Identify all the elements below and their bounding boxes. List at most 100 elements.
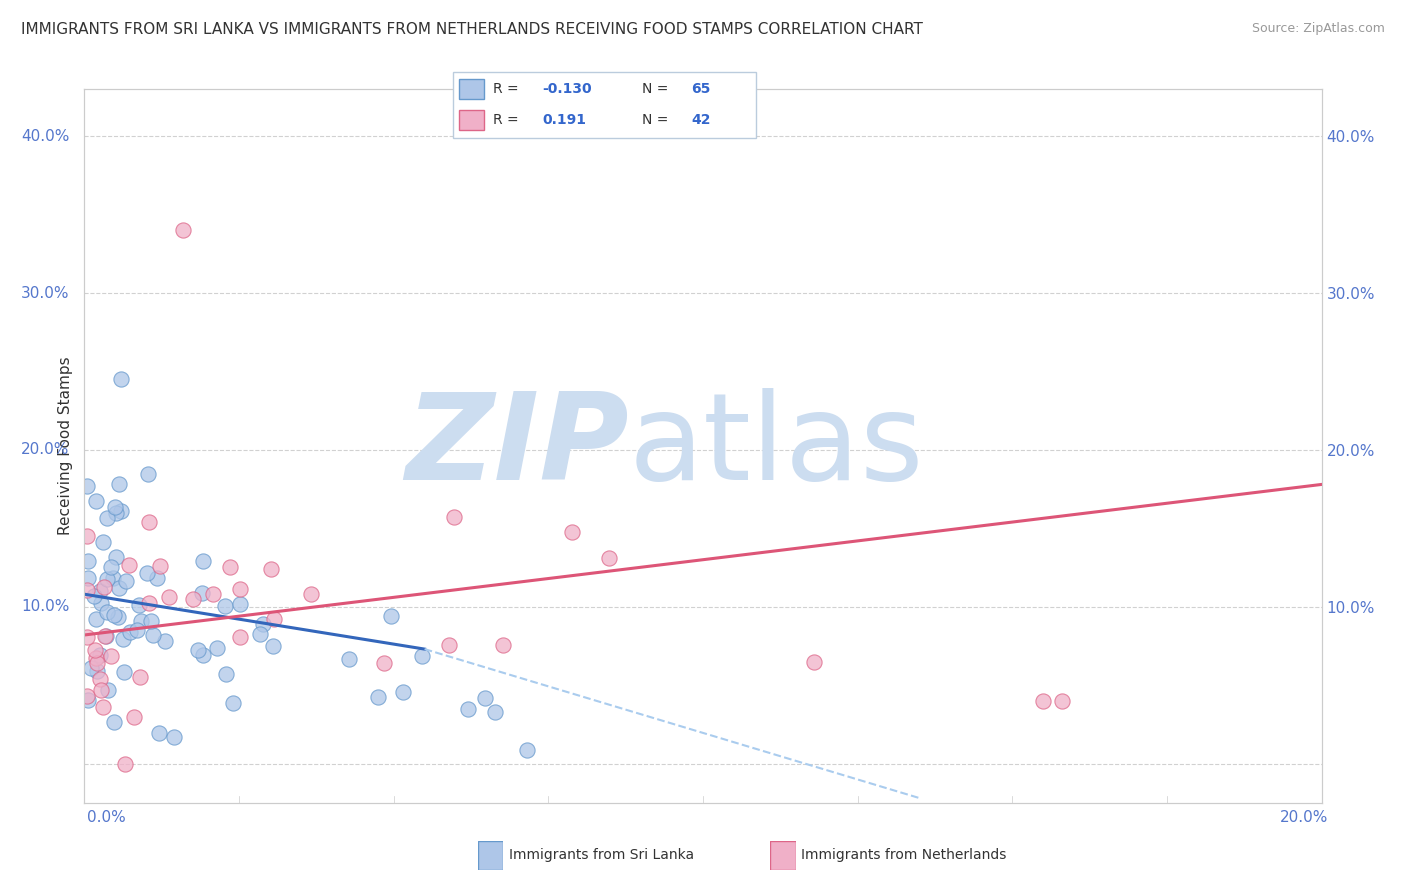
Text: N =: N = — [641, 113, 672, 128]
Point — [107, 610, 129, 624]
Point — [89, 648, 111, 662]
Point — [91, 700, 114, 714]
Point — [191, 648, 214, 662]
Point — [101, 571, 124, 585]
Point — [122, 709, 145, 723]
Text: 40.0%: 40.0% — [21, 128, 69, 144]
Text: 0.191: 0.191 — [543, 113, 586, 128]
Point — [153, 634, 176, 648]
Point — [187, 643, 209, 657]
Point — [91, 535, 114, 549]
Point — [128, 598, 150, 612]
Point — [337, 652, 360, 666]
Point — [598, 551, 620, 566]
Point — [373, 656, 395, 670]
Text: Immigrants from Sri Lanka: Immigrants from Sri Lanka — [509, 847, 695, 862]
Point — [93, 580, 115, 594]
Point — [437, 639, 460, 653]
Text: 65: 65 — [692, 82, 710, 96]
Text: Immigrants from Netherlands: Immigrants from Netherlands — [801, 847, 1007, 862]
Point — [516, 743, 538, 757]
Point — [127, 623, 149, 637]
Point — [561, 525, 583, 540]
FancyBboxPatch shape — [460, 79, 484, 99]
Point — [89, 583, 111, 598]
FancyBboxPatch shape — [453, 72, 756, 137]
Point — [76, 690, 98, 704]
Point — [1032, 694, 1054, 708]
Point — [202, 587, 225, 601]
Point — [367, 690, 389, 704]
Text: -0.130: -0.130 — [543, 82, 592, 96]
Point — [84, 494, 107, 508]
Point — [104, 500, 127, 514]
Point — [110, 504, 132, 518]
Point — [84, 651, 107, 665]
Point — [263, 612, 285, 626]
Point — [77, 692, 100, 706]
Point — [111, 632, 134, 646]
Point — [84, 612, 107, 626]
Point — [103, 607, 125, 622]
Point — [136, 467, 159, 482]
Point — [76, 478, 98, 492]
Point — [100, 559, 122, 574]
Point — [149, 558, 172, 573]
Point — [803, 655, 825, 669]
Point — [214, 599, 236, 613]
Point — [96, 572, 118, 586]
Text: R =: R = — [494, 82, 523, 96]
Point — [457, 701, 479, 715]
Point — [1050, 694, 1073, 708]
Text: 10.0%: 10.0% — [21, 599, 69, 615]
Point — [94, 629, 117, 643]
FancyBboxPatch shape — [460, 111, 484, 130]
Point — [83, 589, 105, 603]
Point — [380, 608, 402, 623]
Point — [474, 691, 496, 706]
Point — [136, 566, 159, 580]
Point — [484, 706, 506, 720]
Point — [105, 550, 128, 565]
Point — [163, 730, 186, 744]
Point — [96, 605, 118, 619]
Point — [86, 657, 108, 671]
Point — [228, 630, 250, 644]
Point — [299, 587, 322, 601]
Point — [114, 756, 136, 771]
Point — [129, 614, 152, 628]
Point — [222, 696, 245, 710]
Point — [229, 582, 252, 596]
Text: 20.0%: 20.0% — [21, 442, 69, 458]
Point — [260, 562, 283, 576]
Point — [193, 554, 215, 568]
Point — [205, 640, 228, 655]
Point — [252, 617, 274, 632]
Point — [112, 665, 135, 679]
FancyBboxPatch shape — [478, 841, 503, 870]
Point — [190, 586, 212, 600]
Text: atlas: atlas — [628, 387, 924, 505]
Point — [90, 683, 112, 698]
Point — [86, 664, 108, 678]
Point — [107, 581, 129, 595]
Point — [80, 661, 103, 675]
Point — [172, 223, 194, 237]
Point — [118, 558, 141, 572]
Text: R =: R = — [494, 113, 523, 128]
Point — [411, 649, 433, 664]
Text: 30.0%: 30.0% — [21, 285, 69, 301]
Point — [84, 642, 107, 657]
Point — [96, 511, 118, 525]
Point — [76, 582, 98, 597]
Point — [262, 639, 284, 653]
Point — [148, 725, 170, 739]
Text: IMMIGRANTS FROM SRI LANKA VS IMMIGRANTS FROM NETHERLANDS RECEIVING FOOD STAMPS C: IMMIGRANTS FROM SRI LANKA VS IMMIGRANTS … — [21, 22, 922, 37]
Point — [90, 596, 112, 610]
Y-axis label: Receiving Food Stamps: Receiving Food Stamps — [58, 357, 73, 535]
Point — [77, 571, 100, 585]
Point — [138, 596, 160, 610]
Point — [142, 628, 165, 642]
Point — [146, 570, 169, 584]
Point — [128, 670, 150, 684]
